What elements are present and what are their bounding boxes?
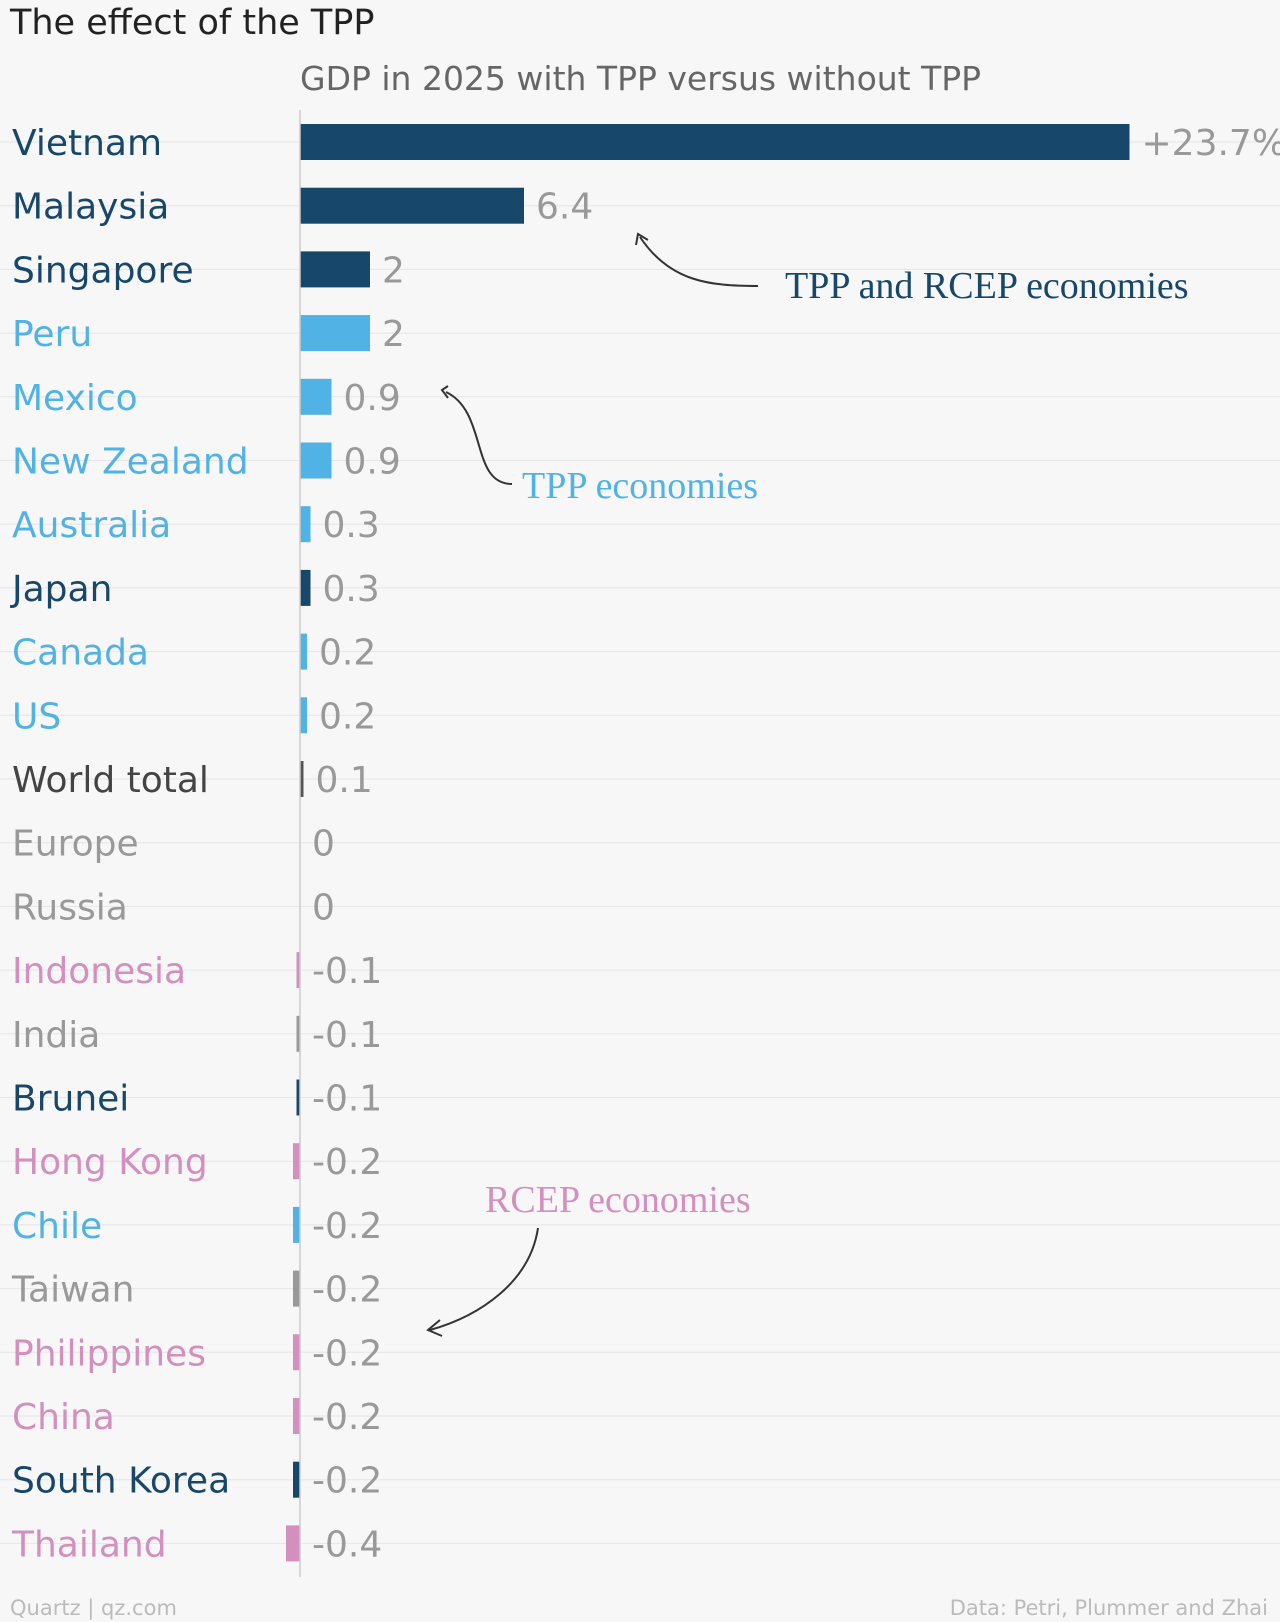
annotation-rcep: RCEP economies xyxy=(485,1179,751,1221)
value-label-peru: 2 xyxy=(382,314,405,355)
value-label-us: 0.2 xyxy=(319,696,376,737)
annotation-arrow-tpp xyxy=(445,391,513,485)
bar-new-zealand xyxy=(300,442,332,479)
category-label-russia: Russia xyxy=(12,887,128,928)
value-label-china: -0.2 xyxy=(312,1397,382,1438)
annotation-tpp: TPP economies xyxy=(522,465,758,507)
category-label-japan: Japan xyxy=(10,569,112,610)
category-label-thailand: Thailand xyxy=(11,1524,167,1565)
value-label-russia: 0 xyxy=(312,887,335,928)
value-label-new-zealand: 0.9 xyxy=(344,442,401,483)
bar-japan xyxy=(300,569,311,606)
category-labels: Vietnam Malaysia Singapore Peru Mexico New Ze… xyxy=(10,123,249,1565)
bar-china xyxy=(293,1398,300,1434)
bar-india xyxy=(296,1015,300,1052)
category-label-europe: Europe xyxy=(12,824,139,865)
bar-chile xyxy=(293,1206,300,1243)
bar-south-korea xyxy=(293,1461,300,1498)
value-label-brunei: -0.1 xyxy=(312,1079,382,1120)
annotation-arrowhead-both xyxy=(635,232,649,246)
chart-subtitle: GDP in 2025 with TPP versus without TPP xyxy=(300,59,981,98)
category-label-india: India xyxy=(12,1015,100,1056)
bar-singapore xyxy=(300,251,370,288)
category-label-philippines: Philippines xyxy=(12,1333,206,1374)
value-label-australia: 0.3 xyxy=(323,505,380,546)
value-label-chile: -0.2 xyxy=(312,1206,382,1247)
annotation-arrowhead-tpp xyxy=(440,385,449,399)
gridlines xyxy=(0,141,1280,1544)
annotation-tpp-and-rcep: TPP and RCEP economies xyxy=(785,265,1189,307)
category-label-indonesia: Indonesia xyxy=(12,951,186,992)
category-label-chile: Chile xyxy=(12,1206,102,1247)
category-label-canada: Canada xyxy=(12,633,149,674)
category-label-australia: Australia xyxy=(12,505,171,546)
annotation-arrow-rcep xyxy=(429,1227,539,1331)
bar-thailand xyxy=(286,1525,300,1562)
category-label-south-korea: South Korea xyxy=(12,1461,230,1502)
value-label-taiwan: -0.2 xyxy=(312,1270,382,1311)
bar-philippines xyxy=(293,1334,300,1371)
bar-world-total xyxy=(300,761,304,797)
bar-us xyxy=(300,697,307,734)
category-label-vietnam: Vietnam xyxy=(12,123,162,164)
annotation-arrow-both xyxy=(639,236,759,287)
chart-title: The effect of the TPP xyxy=(9,3,375,43)
category-label-mexico: Mexico xyxy=(12,378,138,419)
category-label-singapore: Singapore xyxy=(12,250,194,291)
bar-malaysia xyxy=(300,187,524,224)
category-label-world-total: World total xyxy=(12,760,209,801)
category-label-us: US xyxy=(12,696,61,737)
value-label-singapore: 2 xyxy=(382,250,405,291)
value-label-south-korea: -0.2 xyxy=(312,1461,382,1502)
bar-brunei xyxy=(296,1079,300,1116)
category-label-peru: Peru xyxy=(12,314,92,355)
value-label-japan: 0.3 xyxy=(323,569,380,610)
value-label-vietnam: +23.7% xyxy=(1142,123,1280,164)
category-label-brunei: Brunei xyxy=(12,1079,129,1120)
bar-hong-kong xyxy=(293,1143,300,1180)
value-label-malaysia: 6.4 xyxy=(536,187,593,228)
category-label-malaysia: Malaysia xyxy=(12,187,169,228)
footer-source-right: Data: Petri, Plummer and Zhai xyxy=(950,1596,1268,1620)
footer-source-left: Quartz | qz.com xyxy=(10,1596,177,1621)
value-labels: +23.7% 6.4 2 2 0.9 0.9 0.3 0.3 0.2 0.2 0.1 0 0 -0.1 -0… xyxy=(312,123,1280,1565)
value-label-hong-kong: -0.2 xyxy=(312,1142,382,1183)
value-label-world-total: 0.1 xyxy=(316,760,373,801)
bar-australia xyxy=(300,506,311,543)
category-label-china: China xyxy=(12,1397,115,1438)
value-label-europe: 0 xyxy=(312,824,335,865)
category-label-taiwan: Taiwan xyxy=(11,1270,134,1311)
value-label-mexico: 0.9 xyxy=(344,378,401,419)
bar-canada xyxy=(300,633,307,670)
value-label-india: -0.1 xyxy=(312,1015,382,1056)
value-label-thailand: -0.4 xyxy=(312,1524,382,1565)
value-label-philippines: -0.2 xyxy=(312,1333,382,1374)
value-label-canada: 0.2 xyxy=(319,633,376,674)
bar-taiwan xyxy=(293,1270,300,1307)
category-label-hong-kong: Hong Kong xyxy=(12,1142,208,1183)
category-label-new-zealand: New Zealand xyxy=(12,442,249,483)
bar-peru xyxy=(300,315,370,352)
value-label-indonesia: -0.1 xyxy=(312,951,382,992)
bar-indonesia xyxy=(296,952,300,989)
bars xyxy=(286,124,1130,1562)
annotation-arrowhead-rcep xyxy=(426,1319,443,1337)
bar-vietnam xyxy=(300,124,1130,160)
bar-mexico xyxy=(300,378,332,415)
